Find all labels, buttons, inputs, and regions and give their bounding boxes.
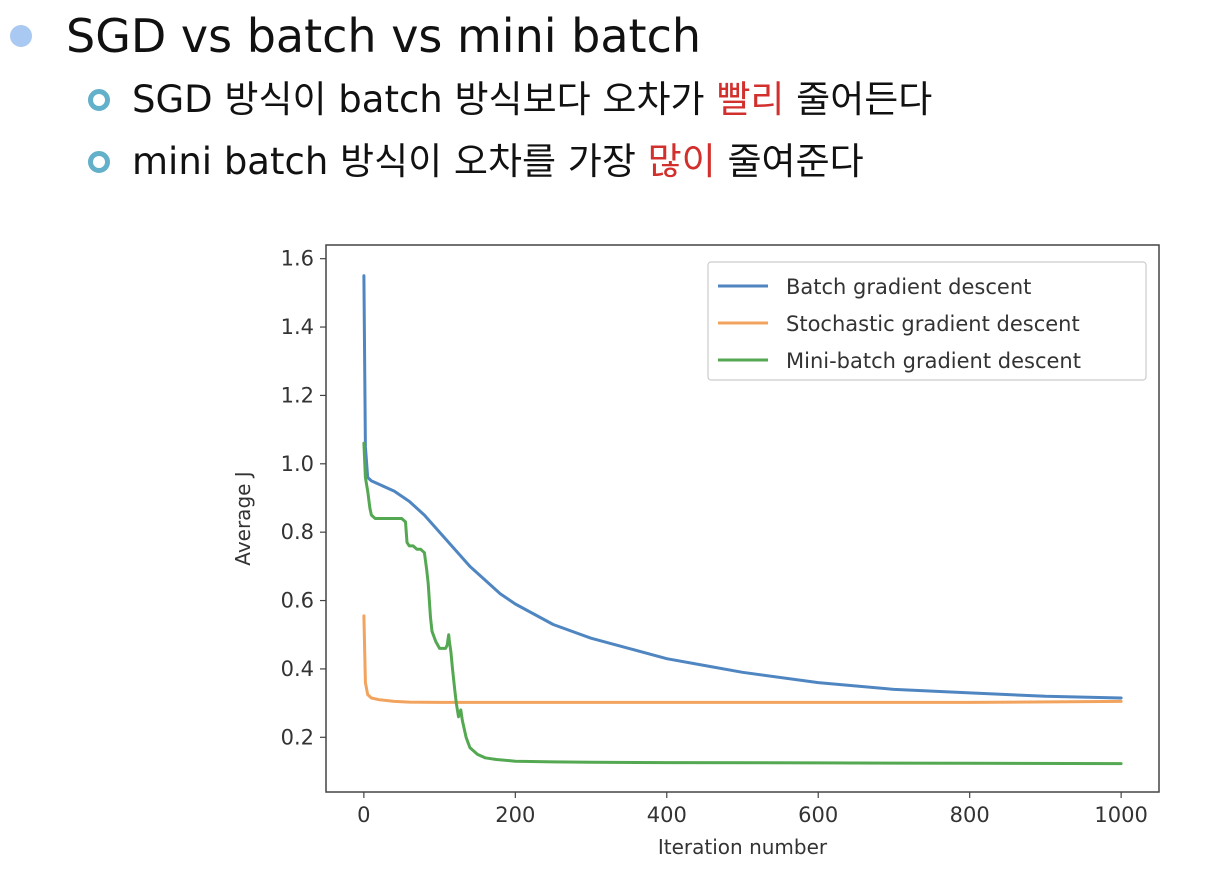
y-axis-label: Average J	[231, 471, 255, 565]
y-tick-label: 0.6	[281, 589, 314, 613]
y-tick-label: 1.2	[281, 383, 314, 407]
x-tick-label: 0	[357, 803, 370, 827]
bullet-text-after: 줄어든다	[784, 78, 933, 121]
series-line-2	[362, 614, 1123, 704]
y-tick-label: 0.4	[281, 657, 314, 681]
bullet-ring-icon	[88, 89, 110, 111]
y-tick-label: 1.0	[281, 452, 314, 476]
bullet-highlight: 빨리	[716, 78, 785, 121]
bullet-text: mini batch 방식이 오차를 가장 많이 줄여준다	[132, 134, 864, 190]
cost-chart: 0 200 400 600 800 1000 0.2 0.4 0.6 0.8 1.0 1.2 1.4 1.…	[231, 244, 1160, 859]
slide-heading: SGD vs batch vs mini batch	[10, 6, 701, 66]
bullet-text-before: mini batch 방식이 오차를 가장	[132, 140, 648, 183]
y-tick-label: 0.2	[281, 725, 314, 749]
x-tick-label: 600	[798, 803, 838, 827]
series-line-3	[362, 441, 1123, 766]
y-tick-label: 1.6	[281, 247, 314, 271]
series-line-1	[362, 274, 1123, 700]
x-axis-label: Iteration number	[658, 835, 828, 859]
y-tick-label: 1.4	[281, 315, 314, 339]
bullet-dot-icon	[10, 25, 32, 47]
bullet-text-after: 줄여준다	[715, 140, 864, 183]
bullet-highlight: 많이	[647, 140, 716, 183]
heading-text: SGD vs batch vs mini batch	[66, 9, 702, 63]
x-tick-label: 400	[647, 803, 687, 827]
legend-label: Stochastic gradient descent	[786, 312, 1080, 336]
x-tick-label: 800	[950, 803, 990, 827]
x-tick-label: 200	[495, 803, 535, 827]
bullet-text-before: SGD 방식이 batch 방식보다 오차가	[132, 78, 717, 121]
bullet-ring-icon	[88, 151, 110, 173]
bullet-item-sgd-speed: SGD 방식이 batch 방식보다 오차가 빨리 줄어든다	[88, 72, 932, 128]
legend-label: Batch gradient descent	[786, 275, 1031, 299]
y-tick-label: 0.8	[281, 520, 314, 544]
legend-label: Mini-batch gradient descent	[786, 349, 1081, 373]
x-tick-label: 1000	[1094, 803, 1147, 827]
bullet-text: SGD 방식이 batch 방식보다 오차가 빨리 줄어든다	[132, 72, 932, 128]
legend-box	[707, 261, 1147, 381]
bullet-item-minibatch-error: mini batch 방식이 오차를 가장 많이 줄여준다	[88, 134, 864, 190]
